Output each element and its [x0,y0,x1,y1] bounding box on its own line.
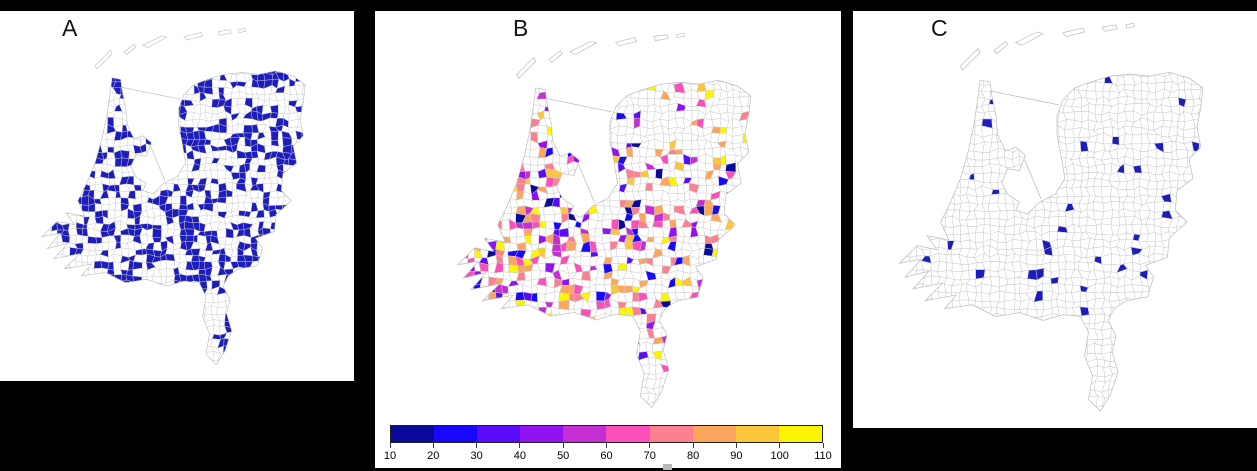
colorbar-tick [649,443,651,448]
colorbar-segment [391,426,435,442]
netherlands-map-svg [456,32,752,409]
municipality-cells [901,72,1203,412]
panel-c: C [853,11,1257,428]
municipality-cells [460,80,751,408]
dike-lines [546,98,612,203]
colorbar-tick-label: 70 [643,450,656,462]
municipality-cells [44,70,306,365]
panel-b-label: B [513,15,529,41]
colorbar-segment [735,426,779,442]
colorbar-tick-label: 60 [600,450,613,462]
colorbar-tick-label: 20 [427,450,440,462]
country-outline [898,71,1204,412]
wadden-islands [516,32,685,79]
country-outline [41,70,306,366]
panel-c-label: C [931,15,948,41]
colorbar-gradient [390,425,823,443]
netherlands-map-svg [898,22,1204,412]
colorbar-segment [778,426,822,442]
cropped-legend-fragment [663,464,672,470]
panel-a: A [0,11,354,381]
colorbar-tick [779,443,781,448]
wadden-islands [94,28,247,70]
panel-a-label: A [62,15,78,41]
colorbar-tick [389,443,391,448]
colorbar-segment [563,426,607,442]
dike-lines [991,90,1060,200]
colorbar-segment [649,426,693,442]
colorbar-tick [476,443,478,448]
colorbar-segment [606,426,650,442]
colorbar-tick [519,443,521,448]
colorbar-segment [434,426,478,442]
map-a-netherlands-choropleth [0,23,354,375]
colorbar-tick [735,443,737,448]
colorbar-tick [606,443,607,448]
colorbar-segment [477,426,521,442]
colorbar-tick-label: 50 [557,450,570,462]
colorbar-tick-label: 10 [383,450,397,462]
colorbar-tick-label: 90 [730,450,743,462]
colorbar-tick [432,443,434,448]
panel-b: B 10 20 30 40 50 60 70 80 90 100 110 [375,11,841,468]
colorbar-segment [692,426,736,442]
colorbar-tick-label: 110 [814,450,832,462]
country-outline [456,79,752,409]
netherlands-map-svg [41,28,306,366]
colorbar-tick-label: 40 [513,450,527,462]
colorbar-tick-label: 100 [770,450,789,462]
colorbar-tick-label: 80 [686,450,700,462]
map-b-netherlands-choropleth [375,27,841,419]
map-c-netherlands-choropleth [853,17,1257,423]
colorbar-segment [520,426,564,442]
colorbar-tick [692,443,694,448]
colorbar: 10 20 30 40 50 60 70 80 90 100 110 [384,425,832,467]
dike-lines [121,86,181,182]
colorbar-tick-label: 30 [470,450,483,462]
colorbar-tick [562,443,564,448]
colorbar-tick [822,443,824,448]
wadden-islands [959,22,1135,71]
